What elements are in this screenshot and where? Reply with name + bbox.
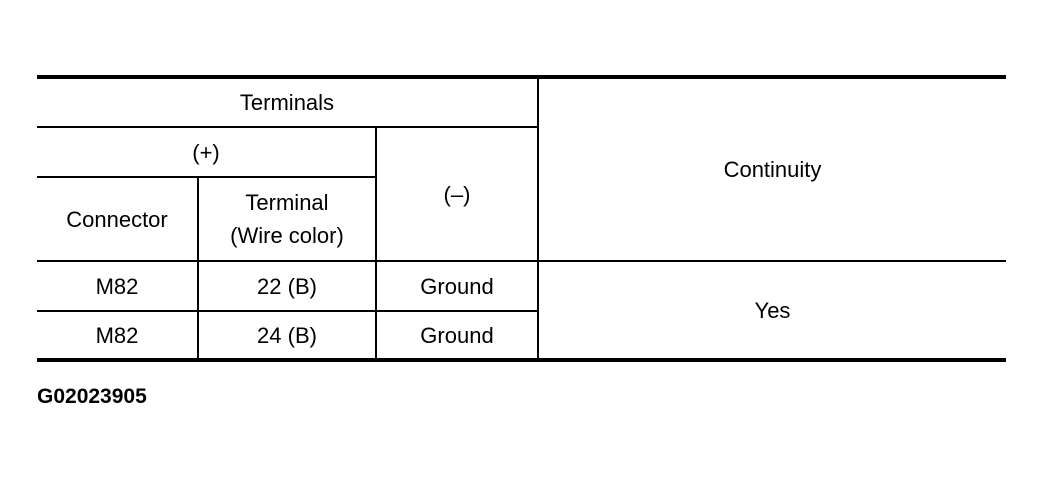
- header-terminals: Terminals: [239, 90, 335, 115]
- divider: [537, 77, 539, 359]
- header-plus: (+): [192, 139, 220, 165]
- divider: [37, 126, 538, 128]
- divider: [37, 260, 1006, 262]
- header-wire-color: (Wire color): [230, 223, 344, 248]
- row-connector: M82: [95, 322, 139, 348]
- row-minus: Ground: [420, 273, 494, 299]
- header-continuity: Continuity: [723, 157, 822, 182]
- divider: [197, 177, 199, 359]
- divider: [375, 127, 377, 359]
- row-terminal: 24 (B): [257, 322, 317, 348]
- header-terminal: Terminal: [245, 190, 329, 215]
- divider: [37, 176, 376, 178]
- header-minus: (–): [443, 181, 471, 207]
- figure-code: G02023905: [37, 385, 147, 408]
- header-terminal-wire-color: Terminal (Wire color): [199, 178, 375, 260]
- divider: [37, 310, 538, 312]
- continuity-value: Yes: [754, 297, 791, 323]
- header-connector: Connector: [66, 206, 168, 232]
- table-top-border: [37, 75, 1006, 79]
- table-bottom-border: [37, 358, 1006, 362]
- row-terminal: 22 (B): [257, 273, 317, 299]
- row-minus: Ground: [420, 322, 494, 348]
- row-connector: M82: [95, 273, 139, 299]
